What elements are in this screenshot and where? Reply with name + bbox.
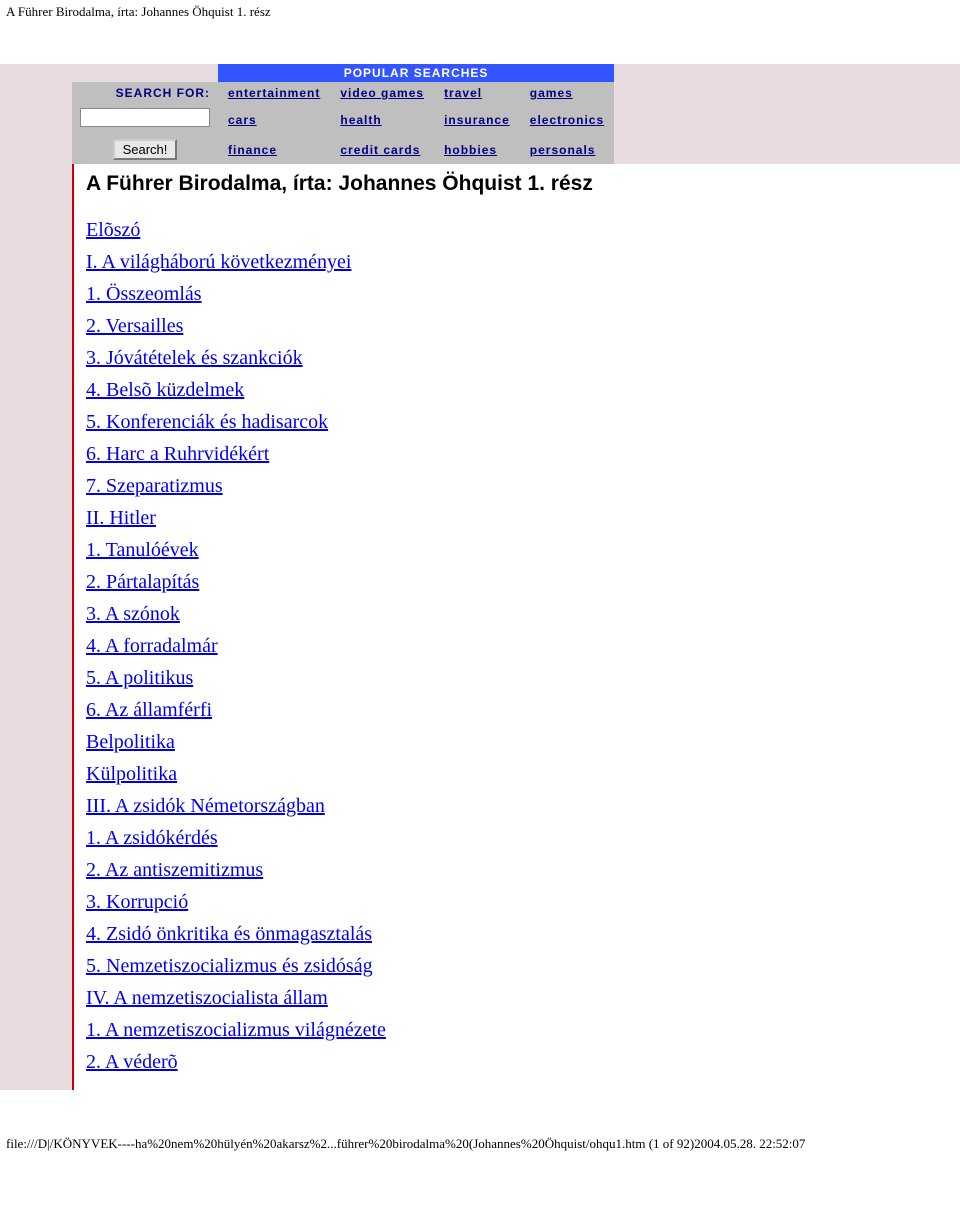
- toc-link[interactable]: 7. Szeparatizmus: [86, 475, 223, 497]
- search-popular-table: POPULAR SEARCHES SEARCH FOR: entertainme…: [72, 64, 614, 164]
- toc-link[interactable]: 4. A forradalmár: [86, 635, 218, 657]
- popular-link-cars[interactable]: cars: [228, 113, 257, 127]
- content-area: POPULAR SEARCHES SEARCH FOR: entertainme…: [0, 64, 960, 1090]
- toc-link[interactable]: 2. Az antiszemitizmus: [86, 859, 263, 881]
- document-body: A Führer Birodalma, írta: Johannes Öhqui…: [72, 164, 960, 1090]
- toc-link[interactable]: Elõszó: [86, 219, 140, 241]
- search-label: SEARCH FOR:: [72, 82, 218, 104]
- popular-link-hobbies[interactable]: hobbies: [444, 143, 497, 157]
- toc-link[interactable]: 1. A zsidókérdés: [86, 827, 218, 849]
- toc-link[interactable]: I. A világháború következményei: [86, 251, 351, 273]
- toc-link[interactable]: 5. A politikus: [86, 667, 193, 689]
- popular-link-travel[interactable]: travel: [444, 86, 482, 100]
- page-header: A Führer Birodalma, írta: Johannes Öhqui…: [0, 0, 960, 24]
- search-input[interactable]: [80, 108, 210, 127]
- page-footer: file:///D|/KÖNYVEK----ha%20nem%20hülyén%…: [0, 1130, 960, 1158]
- toc-link[interactable]: 5. Konferenciák és hadisarcok: [86, 411, 328, 433]
- toc-link[interactable]: III. A zsidók Németországban: [86, 795, 325, 817]
- toc-link[interactable]: 2. Versailles: [86, 315, 183, 337]
- toc-link[interactable]: II. Hitler: [86, 507, 156, 529]
- table-of-contents: Elõszó I. A világháború következményei 1…: [86, 214, 948, 1078]
- toc-link[interactable]: 2. A véderõ: [86, 1051, 178, 1073]
- popular-link-games[interactable]: games: [530, 86, 573, 100]
- toc-link[interactable]: 6. Az államférfi: [86, 699, 212, 721]
- toc-link[interactable]: 1. A nemzetiszocializmus világnézete: [86, 1019, 386, 1041]
- toc-link[interactable]: 6. Harc a Ruhrvidékért: [86, 443, 269, 465]
- toc-link[interactable]: IV. A nemzetiszocialista állam: [86, 987, 328, 1009]
- toc-link[interactable]: 3. Korrupció: [86, 891, 188, 913]
- toc-link[interactable]: 4. Belsõ küzdelmek: [86, 379, 244, 401]
- toc-link[interactable]: Külpolitika: [86, 763, 177, 785]
- popular-link-electronics[interactable]: electronics: [530, 113, 604, 127]
- popular-link-entertainment[interactable]: entertainment: [228, 86, 320, 100]
- toc-link[interactable]: 2. Pártalapítás: [86, 571, 199, 593]
- popular-link-personals[interactable]: personals: [530, 143, 596, 157]
- popular-link-finance[interactable]: finance: [228, 143, 277, 157]
- toc-link[interactable]: 1. Tanulóévek: [86, 539, 199, 561]
- search-button[interactable]: Search!: [113, 139, 178, 160]
- toc-link[interactable]: 3. A szónok: [86, 603, 180, 625]
- toc-link[interactable]: 1. Összeomlás: [86, 283, 202, 305]
- document-title: A Führer Birodalma, írta: Johannes Öhqui…: [86, 172, 948, 196]
- toc-link[interactable]: 4. Zsidó önkritika és önmagasztalás: [86, 923, 372, 945]
- popular-searches-header: POPULAR SEARCHES: [218, 64, 614, 82]
- popular-link-insurance[interactable]: insurance: [444, 113, 510, 127]
- popular-link-credit-cards[interactable]: credit cards: [340, 143, 420, 157]
- popular-link-video-games[interactable]: video games: [340, 86, 424, 100]
- toc-link[interactable]: 5. Nemzetiszocializmus és zsidóság: [86, 955, 373, 977]
- toc-link[interactable]: Belpolitika: [86, 731, 175, 753]
- toc-link[interactable]: 3. Jóvátételek és szankciók: [86, 347, 303, 369]
- popular-link-health[interactable]: health: [340, 113, 381, 127]
